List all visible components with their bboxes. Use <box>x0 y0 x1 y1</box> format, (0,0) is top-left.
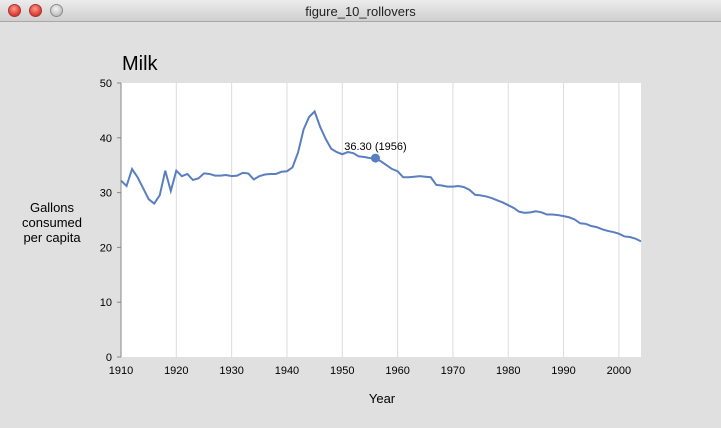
y-tick-label-50: 50 <box>100 78 112 90</box>
window-title: figure_10_rollovers <box>305 4 416 19</box>
y-tick-label-20: 20 <box>100 242 112 254</box>
window-titlebar: figure_10_rollovers <box>0 0 721 22</box>
y-tick-label-30: 30 <box>100 188 112 200</box>
y-tick-label-40: 40 <box>100 133 112 145</box>
x-axis-label: Year <box>368 391 396 406</box>
y-axis-label: Gallons consumed per capita <box>12 200 92 245</box>
x-tick-label-1980: 1980 <box>496 365 520 377</box>
axes <box>117 82 122 358</box>
rollover-annotation: 36.30 (1956) <box>344 141 406 153</box>
minimize-window-button[interactable] <box>29 4 42 17</box>
x-tick-label-1950: 1950 <box>330 365 354 377</box>
x-tick-label-2000: 2000 <box>607 365 631 377</box>
x-tick-label-1990: 1990 <box>551 365 575 377</box>
series-line-milk <box>120 109 642 243</box>
x-tick-label-1940: 1940 <box>275 365 299 377</box>
close-window-button[interactable] <box>8 4 21 17</box>
y-axis-label-line-1: Gallons <box>29 200 75 215</box>
y-axis-label-line-2: consumed <box>22 215 82 230</box>
x-tick-label-1910: 1910 <box>109 365 133 377</box>
plot-background <box>121 83 641 357</box>
tick-labels: 1910 1920 1930 1940 1950 1960 1970 1980 1990 2000… <box>100 78 631 377</box>
chart-title: Milk <box>122 53 158 75</box>
x-tick-label-1960: 1960 <box>385 365 409 377</box>
grid-lines <box>175 83 620 357</box>
y-tick-label-10: 10 <box>100 297 112 309</box>
rollover-marker[interactable] <box>370 153 380 163</box>
x-tick-label-1930: 1930 <box>219 365 243 377</box>
y-tick-label-0: 0 <box>106 352 112 364</box>
zoom-window-button[interactable] <box>50 4 63 17</box>
x-tick-label-1970: 1970 <box>441 365 465 377</box>
y-axis-label-line-3: per capita <box>23 230 81 245</box>
x-tick-label-1920: 1920 <box>164 365 188 377</box>
